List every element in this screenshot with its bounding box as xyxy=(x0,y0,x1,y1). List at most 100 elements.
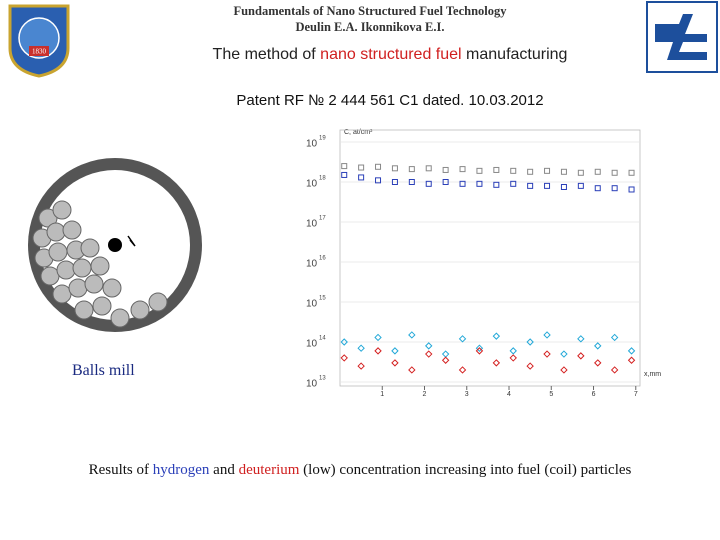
data-point xyxy=(391,347,399,355)
data-point xyxy=(425,165,432,172)
data-point xyxy=(441,350,450,358)
ball xyxy=(90,256,110,276)
title-text: The method of xyxy=(212,46,321,63)
y-tick-exponent: 13 xyxy=(319,376,326,382)
data-point xyxy=(425,350,433,358)
data-point xyxy=(374,333,382,342)
x-tick-label: 7 xyxy=(634,391,638,398)
title-highlight: nano structured fuel xyxy=(320,46,462,63)
data-point xyxy=(341,163,348,170)
x-tick-label: 2 xyxy=(423,391,427,398)
ball xyxy=(92,296,112,316)
header-authors: Deulin E.A. Ikonnikova E.I. xyxy=(295,20,445,34)
data-point xyxy=(628,169,635,176)
data-point xyxy=(391,179,398,185)
y-tick-exponent: 16 xyxy=(319,256,326,262)
data-point xyxy=(594,342,602,350)
center-ball xyxy=(108,238,122,252)
header-line: Fundamentals of Nano Structured Fuel Tec… xyxy=(233,4,507,18)
data-point xyxy=(527,182,534,189)
data-point xyxy=(577,335,585,343)
x-axis-label: x,mm xyxy=(644,371,661,378)
ball xyxy=(110,308,130,328)
x-tick-label: 1 xyxy=(380,391,384,398)
data-point xyxy=(610,333,619,342)
y-tick-exponent: 18 xyxy=(319,176,326,182)
data-point xyxy=(492,332,501,340)
y-tick-label: 10 xyxy=(306,379,318,390)
data-point xyxy=(374,347,382,355)
mill-label: Balls mill xyxy=(72,362,135,379)
data-point xyxy=(408,331,416,339)
data-point xyxy=(526,362,534,370)
data-point xyxy=(340,354,348,362)
plot-area xyxy=(339,129,641,387)
x-tick-label: 5 xyxy=(549,391,553,398)
x-tick-label: 4 xyxy=(507,391,511,398)
ball xyxy=(52,200,72,220)
ball xyxy=(130,300,150,320)
data-point xyxy=(628,186,635,193)
data-point xyxy=(526,338,534,346)
data-point xyxy=(459,180,466,187)
data-point xyxy=(544,182,551,189)
data-point xyxy=(391,359,399,367)
y-tick-exponent: 15 xyxy=(319,296,326,302)
data-point xyxy=(560,350,568,358)
y-tick-label: 10 xyxy=(306,139,318,150)
caption-text: (low) concentration increasing into fuel… xyxy=(299,462,632,478)
data-point xyxy=(560,168,567,175)
ball xyxy=(84,274,104,294)
ball xyxy=(148,292,168,312)
data-point xyxy=(543,331,551,339)
data-point xyxy=(611,169,618,176)
y-tick-exponent: 17 xyxy=(319,216,326,222)
data-point xyxy=(543,350,551,358)
ball-mill xyxy=(28,158,202,332)
data-point xyxy=(493,166,500,173)
chart: C, at/cm³ x,mm 1013101410151016101710181… xyxy=(306,129,661,398)
data-point xyxy=(509,347,517,355)
caption-deuterium: deuterium xyxy=(238,462,300,478)
data-point xyxy=(408,366,416,374)
y-tick-label: 10 xyxy=(306,299,318,310)
y-tick-exponent: 14 xyxy=(319,336,326,342)
ball xyxy=(102,278,122,298)
data-point xyxy=(510,167,517,174)
data-point xyxy=(475,344,484,352)
y-tick-label: 10 xyxy=(306,339,318,350)
data-point xyxy=(627,347,636,355)
data-point xyxy=(341,171,348,178)
caption-text: and xyxy=(209,462,239,478)
data-point xyxy=(442,179,449,185)
data-point xyxy=(408,166,415,173)
data-point xyxy=(594,185,601,192)
logo-year: 1830 xyxy=(32,48,47,56)
data-point xyxy=(544,167,551,174)
data-point xyxy=(358,174,365,181)
data-point xyxy=(408,179,415,185)
data-point xyxy=(627,356,636,364)
y-axis-label: C, at/cm³ xyxy=(344,129,373,136)
data-point xyxy=(594,168,601,175)
data-point xyxy=(577,352,585,360)
data-point xyxy=(358,164,365,171)
caption: Results of hydrogen and deuterium (low) … xyxy=(0,462,720,479)
data-point xyxy=(458,335,467,343)
data-point xyxy=(442,166,449,173)
ball xyxy=(74,300,94,320)
data-point xyxy=(441,356,450,364)
data-point xyxy=(560,183,567,190)
data-point xyxy=(340,338,348,346)
data-point xyxy=(577,182,584,189)
data-point xyxy=(476,180,483,187)
caption-text: Results of xyxy=(88,462,153,478)
y-tick-exponent: 19 xyxy=(319,136,326,142)
data-point xyxy=(375,177,382,184)
data-point xyxy=(357,362,365,370)
data-point xyxy=(492,359,501,367)
logo-right xyxy=(646,1,718,73)
data-point xyxy=(357,344,365,352)
y-tick-label: 10 xyxy=(306,259,318,270)
